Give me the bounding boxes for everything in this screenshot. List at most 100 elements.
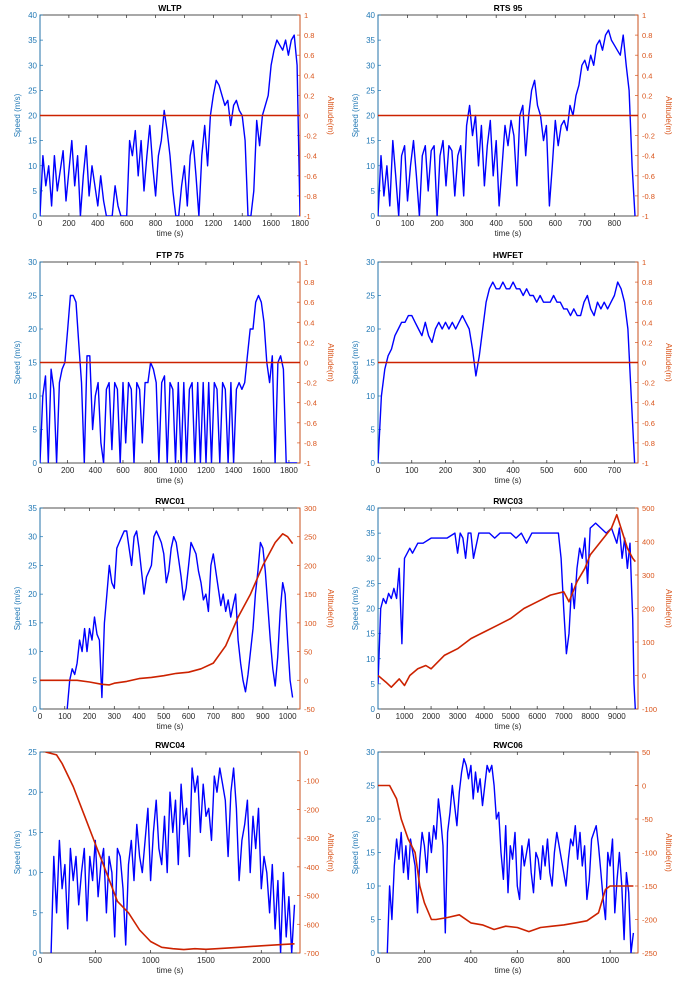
y-left-tick-label: 15 (28, 828, 37, 837)
y-left-tick-label: 30 (28, 533, 37, 542)
y-right-tick-label: -0.8 (642, 439, 655, 448)
x-tick-label: 700 (608, 466, 622, 475)
x-axis-label: time (s) (157, 966, 184, 975)
x-tick-label: 600 (549, 219, 563, 228)
y-left-tick-label: 10 (28, 869, 37, 878)
y-right-tick-label: 0.2 (304, 338, 314, 347)
chart-title: RWC03 (493, 496, 523, 506)
y-right-axis-label: Altitude(m) (664, 589, 673, 628)
y-left-tick-label: 5 (33, 426, 38, 435)
y-right-tick-label: 0.8 (642, 31, 652, 40)
y-left-tick-label: 30 (366, 61, 375, 70)
y-left-tick-label: 0 (33, 705, 38, 714)
y-right-tick-label: -150 (642, 882, 657, 891)
x-tick-label: 0 (38, 712, 43, 721)
x-axis-label: time (s) (157, 722, 184, 731)
y-right-tick-label: -700 (304, 949, 319, 958)
y-left-axis-label: Speed (m/s) (13, 93, 22, 137)
y-left-tick-label: 0 (33, 212, 38, 221)
y-left-tick-label: 10 (28, 392, 37, 401)
x-tick-label: 700 (207, 712, 221, 721)
y-right-tick-label: 200 (642, 605, 655, 614)
y-right-tick-label: -1 (304, 459, 311, 468)
y-left-tick-label: 20 (366, 815, 375, 824)
x-tick-label: 500 (157, 712, 171, 721)
x-tick-label: 100 (58, 712, 72, 721)
y-left-tick-label: 20 (366, 325, 375, 334)
x-tick-label: 900 (256, 712, 270, 721)
x-tick-label: 0 (376, 219, 381, 228)
x-tick-label: 800 (144, 466, 158, 475)
x-tick-label: 600 (120, 219, 134, 228)
speed-series-line (50, 767, 296, 953)
x-tick-label: 2000 (252, 956, 270, 965)
y-left-tick-label: 5 (371, 426, 376, 435)
y-right-axis-label: Altitude(m) (326, 833, 335, 872)
x-tick-label: 400 (89, 466, 103, 475)
y-right-tick-label: 0 (304, 676, 308, 685)
y-left-tick-label: 5 (33, 676, 38, 685)
y-left-tick-label: 10 (28, 162, 37, 171)
y-right-tick-label: 500 (642, 504, 655, 513)
y-left-tick-label: 10 (28, 648, 37, 657)
y-left-axis-label: Speed (m/s) (351, 340, 360, 384)
y-left-tick-label: 5 (371, 680, 376, 689)
y-right-tick-label: -0.2 (642, 379, 655, 388)
x-tick-label: 4000 (475, 712, 493, 721)
y-right-tick-label: 300 (304, 504, 317, 513)
y-right-tick-label: -200 (642, 916, 657, 925)
x-tick-label: 300 (108, 712, 122, 721)
y-left-axis-label: Speed (m/s) (351, 93, 360, 137)
y-left-tick-label: 5 (33, 187, 38, 196)
y-right-tick-label: 0.8 (642, 278, 652, 287)
plot-frame (377, 751, 639, 954)
x-axis-label: time (s) (495, 722, 522, 731)
y-right-axis-label: Altitude(m) (664, 833, 673, 872)
y-left-tick-label: 0 (33, 949, 38, 958)
chart-panel-8: RWC06 0 200 400 600 800 1000 time (s) 0 5 10 15 20 25… (351, 740, 673, 975)
y-right-axis-label: Altitude(m) (326, 343, 335, 382)
x-tick-label: 0 (376, 712, 381, 721)
y-left-axis-label: Speed (m/s) (351, 830, 360, 874)
chart-title: RWC06 (493, 740, 523, 750)
y-right-tick-label: 1 (304, 258, 308, 267)
y-left-tick-label: 15 (366, 849, 375, 858)
x-tick-label: 1400 (233, 219, 251, 228)
y-left-tick-label: 15 (366, 630, 375, 639)
x-tick-label: 3000 (449, 712, 467, 721)
y-left-tick-label: 35 (28, 36, 37, 45)
speed-series-line (40, 34, 300, 216)
y-right-tick-label: 0.6 (304, 298, 314, 307)
chart-title: RWC01 (155, 496, 185, 506)
y-left-tick-label: 10 (366, 162, 375, 171)
y-right-tick-label: -0.6 (642, 419, 655, 428)
x-tick-label: 400 (91, 219, 105, 228)
x-tick-label: 500 (540, 466, 554, 475)
y-left-tick-label: 15 (366, 359, 375, 368)
y-right-tick-label: 1 (304, 11, 308, 20)
x-tick-label: 200 (83, 712, 97, 721)
y-left-tick-label: 20 (28, 788, 37, 797)
y-left-tick-label: 30 (28, 258, 37, 267)
y-right-tick-label: 150 (304, 590, 317, 599)
y-left-tick-label: 15 (28, 619, 37, 628)
y-right-tick-label: -0.2 (642, 132, 655, 141)
x-tick-label: 1800 (291, 219, 309, 228)
y-right-tick-label: -0.6 (642, 172, 655, 181)
y-left-tick-label: 15 (28, 359, 37, 368)
y-left-axis-label: Speed (m/s) (13, 586, 22, 630)
y-right-axis-label: Altitude(m) (326, 589, 335, 628)
altitude-series-line (378, 513, 636, 689)
x-axis-label: time (s) (157, 229, 184, 238)
y-right-tick-label: 50 (642, 748, 650, 757)
y-left-tick-label: 0 (371, 212, 376, 221)
y-right-tick-label: -0.4 (642, 399, 655, 408)
y-left-tick-label: 35 (366, 36, 375, 45)
chart-panel-7: RWC04 0 500 1000 1500 2000 time (s) 0 5 10 15 20 25 S… (13, 740, 335, 975)
x-tick-label: 500 (519, 219, 533, 228)
y-right-tick-label: -1 (304, 212, 311, 221)
chart-title: HWFET (493, 250, 524, 260)
x-tick-label: 400 (464, 956, 478, 965)
y-right-tick-label: 0 (304, 112, 308, 121)
